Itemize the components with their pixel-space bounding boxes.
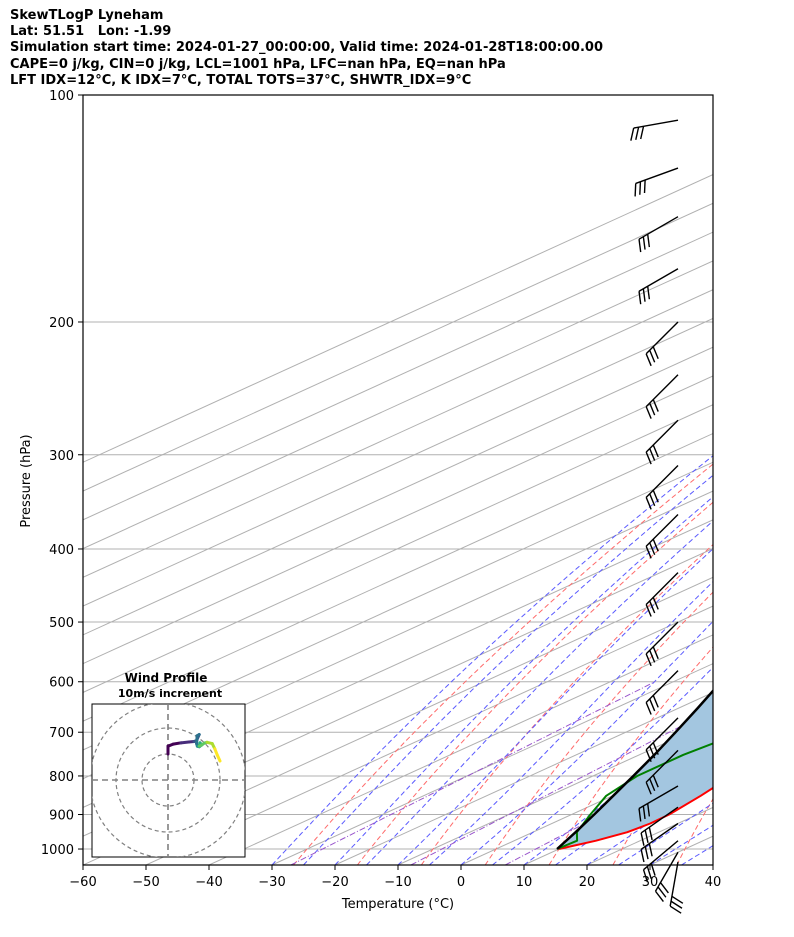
- wind-barb: [645, 419, 679, 465]
- x-tick-label: −10: [384, 875, 411, 890]
- moist-adiabat: [397, 548, 713, 865]
- y-tick-label: 500: [49, 616, 74, 631]
- dry-adiabat: [676, 797, 713, 865]
- isotherm-gridline: [83, 260, 713, 550]
- wind-barb: [638, 216, 679, 253]
- isotherm-gridline: [83, 231, 713, 521]
- isotherm-gridline: [83, 202, 713, 492]
- moist-adiabat: [618, 802, 713, 865]
- wind-barb: [638, 268, 679, 305]
- x-tick-label: 40: [705, 875, 722, 890]
- y-tick-label: 1000: [41, 843, 74, 858]
- isotherm-gridline: [776, 95, 794, 865]
- hodograph-segment: [215, 753, 222, 763]
- y-axis-label: Pressure (hPa): [19, 434, 34, 527]
- isotherm-gridline: [712, 864, 713, 865]
- y-tick-label: 300: [49, 449, 74, 464]
- moist-adiabat: [271, 455, 713, 865]
- moist-adiabat: [492, 666, 713, 865]
- wind-barb: [645, 670, 679, 715]
- y-tick-label: 900: [49, 809, 74, 824]
- wind-barb: [638, 785, 679, 822]
- isotherm-gridline: [271, 663, 713, 865]
- x-tick-label: 0: [457, 875, 465, 890]
- wind-barb: [640, 806, 679, 846]
- cape-cin-shading: [557, 690, 713, 849]
- isotherm-gridline: [145, 605, 713, 865]
- x-tick-label: 10: [516, 875, 533, 890]
- dry-adiabat: [357, 501, 713, 865]
- profile-lines: [556, 689, 713, 850]
- dry-adiabat: [293, 463, 713, 865]
- wind-barb: [645, 572, 679, 617]
- inset-title: Wind Profile: [125, 671, 208, 685]
- x-axis-label: Temperature (°C): [341, 897, 454, 912]
- wind-barb: [654, 851, 679, 903]
- y-tick-label: 200: [49, 316, 74, 331]
- hodograph-inset: Wind Profile 10m/s increment: [91, 671, 246, 858]
- x-tick-label: 30: [642, 875, 659, 890]
- y-tick-label: 700: [49, 726, 74, 741]
- isotherm-gridline: [83, 289, 713, 578]
- mixing-ratio-line: [290, 681, 656, 865]
- y-tick-label: 800: [49, 770, 74, 785]
- moist-adiabat: [334, 496, 713, 865]
- wind-barb: [630, 119, 679, 141]
- isotherm-gridline: [83, 404, 713, 693]
- chart-title-line-3: Simulation start time: 2024-01-27_00:00:…: [10, 40, 603, 55]
- wind-barb: [645, 749, 679, 795]
- dry-adiabat: [741, 95, 794, 865]
- chart-title-line-4: CAPE=0 j/kg, CIN=0 j/kg, LCL=1001 hPa, L…: [10, 57, 506, 72]
- isotherm-gridline: [83, 548, 713, 837]
- moist-adiabat: [712, 864, 713, 865]
- temperature-line: [558, 786, 713, 850]
- dry-adiabat: [420, 543, 713, 865]
- inset-subtitle: 10m/s increment: [118, 687, 222, 700]
- x-tick-label: −30: [258, 875, 285, 890]
- y-tick-label: 600: [49, 676, 74, 691]
- isotherm-gridline: [83, 174, 713, 463]
- wind-barb: [645, 374, 679, 419]
- isotherm-gridline: [83, 317, 713, 607]
- moist-adiabat: [303, 474, 713, 865]
- moist-adiabat: [460, 620, 713, 865]
- parcel-line: [556, 689, 713, 850]
- chart-title-line-2: Lat: 51.51 Lon: -1.99: [10, 24, 172, 39]
- x-tick-label: −20: [321, 875, 348, 890]
- x-tick-label: 20: [579, 875, 596, 890]
- moist-adiabat: [366, 520, 713, 865]
- isotherm-gridline: [83, 576, 713, 865]
- shaded-region: [557, 690, 713, 849]
- dry-adiabat: [484, 591, 713, 865]
- chart-title-line-1: SkewTLogP Lyneham: [10, 8, 164, 23]
- wind-barb: [645, 465, 679, 510]
- isotherm-gridline: [334, 691, 713, 865]
- isotherm-gridline: [83, 432, 713, 722]
- wind-barb: [634, 167, 679, 197]
- axes: −60 −50 −40 −30 −20 −10 0 10 20 30 40 1000 900 800 700…: [41, 89, 721, 890]
- x-tick-label: −40: [195, 875, 222, 890]
- isotherm-gridline: [83, 346, 713, 636]
- isotherm-gridline: [83, 375, 713, 665]
- y-tick-label: 400: [49, 543, 74, 558]
- wind-barb: [669, 861, 684, 914]
- wind-barb: [645, 717, 679, 762]
- wind-barb: [645, 621, 679, 667]
- wind-barb: [645, 321, 679, 367]
- y-tick-label: 100: [49, 89, 74, 104]
- wind-barb: [640, 822, 679, 863]
- x-tick-label: −60: [69, 875, 96, 890]
- chart-title-line-5: LFT IDX=12°C, K IDX=7°C, TOTAL TOTS=37°C…: [10, 73, 472, 88]
- x-tick-label: −50: [132, 875, 159, 890]
- wind-barb: [645, 513, 679, 559]
- isotherm-gridline: [397, 720, 713, 865]
